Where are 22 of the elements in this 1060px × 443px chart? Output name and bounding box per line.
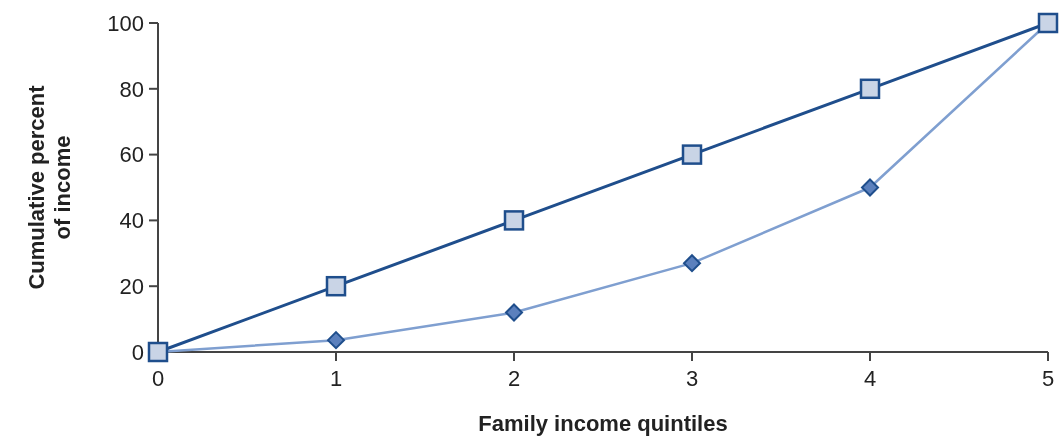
y-tick-label: 100 xyxy=(107,10,144,36)
y-tick-label: 0 xyxy=(131,339,144,365)
y-tick-label: 40 xyxy=(119,208,144,234)
y-axis-title: Cumulative percent of income xyxy=(24,84,75,290)
point xyxy=(505,303,523,322)
point xyxy=(327,331,345,350)
x-tick-label: 0 xyxy=(151,366,165,391)
x-tick-label: 3 xyxy=(685,366,699,391)
point xyxy=(683,254,701,273)
x-tick-label: 4 xyxy=(863,366,877,391)
x-tick-label: 1 xyxy=(329,366,343,391)
point xyxy=(859,78,881,100)
y-tick-label: 80 xyxy=(119,76,144,102)
x-tick-label: 2 xyxy=(507,366,521,391)
point xyxy=(861,178,879,197)
x-axis-title: Family income quintiles xyxy=(478,411,728,436)
point xyxy=(325,275,347,297)
y-tick-label: 60 xyxy=(119,142,144,168)
y-tick-label: 20 xyxy=(119,273,144,299)
point xyxy=(503,210,525,231)
point xyxy=(681,144,703,165)
x-tick-label: 5 xyxy=(1041,366,1055,391)
